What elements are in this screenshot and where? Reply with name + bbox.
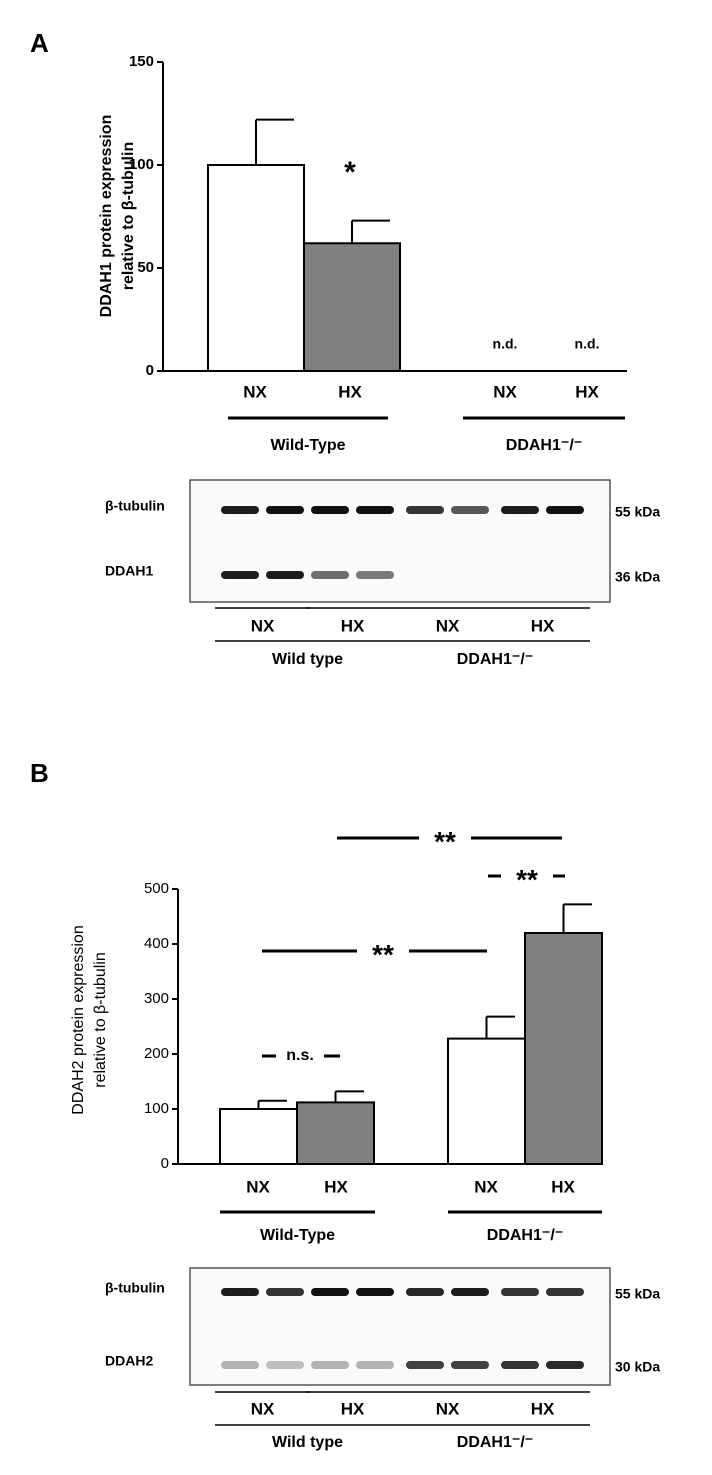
lane-group-label: Wild type (272, 1434, 343, 1451)
blot-band (266, 1361, 304, 1369)
value-label: n.d. (575, 336, 600, 352)
blot-band (356, 571, 394, 579)
y-tick-label: 300 (144, 990, 169, 1007)
blot-band (266, 506, 304, 514)
blot-row-label: DDAH1 (105, 563, 153, 579)
lane-label: NX (436, 1399, 460, 1418)
blot-band (451, 506, 489, 514)
blot-size-label: 55 kDa (615, 504, 660, 520)
lane-label: HX (531, 1399, 555, 1418)
y-axis-label: relative to β-tubulin (120, 142, 137, 290)
bar (207, 164, 305, 372)
group-label: Wild-Type (260, 1227, 335, 1244)
blot-size-label: 55 kDa (615, 1286, 660, 1302)
blot-row-label: β-tubulin (105, 1280, 165, 1296)
bar (303, 242, 401, 372)
lane-label: NX (251, 616, 275, 635)
blot-band (311, 1288, 349, 1296)
panel-letter: B (30, 758, 49, 788)
lane-label: HX (531, 616, 555, 635)
blot-row-label: β-tubulin (105, 498, 165, 514)
blot-frame (189, 1267, 611, 1386)
y-tick-label: 100 (129, 156, 154, 173)
annotation: ** (372, 939, 394, 970)
x-tick-label: NX (474, 1177, 498, 1196)
lane-group-label: Wild type (272, 651, 343, 668)
annotation: * (344, 156, 356, 189)
blot-band (221, 1361, 259, 1369)
blot-band (546, 1288, 584, 1296)
lane-group-label: DDAH1⁻/⁻ (457, 651, 533, 668)
panel-letter: A (30, 28, 49, 58)
blot-frame (189, 479, 611, 603)
y-tick-label: 400 (144, 935, 169, 952)
blot-band (546, 506, 584, 514)
x-tick-label: HX (324, 1177, 348, 1196)
x-tick-label: NX (246, 1177, 270, 1196)
bar (447, 1037, 526, 1165)
bar (296, 1101, 375, 1166)
lane-label: NX (251, 1399, 275, 1418)
blot-band (501, 1288, 539, 1296)
blot-band (221, 506, 259, 514)
blot-band (266, 571, 304, 579)
value-label: n.d. (493, 336, 518, 352)
blot-band (356, 506, 394, 514)
y-tick-label: 150 (129, 53, 154, 70)
y-tick-label: 0 (161, 1155, 169, 1172)
blot-band (546, 1361, 584, 1369)
y-axis-label: DDAH2 protein expression (70, 925, 87, 1114)
blot-band (311, 571, 349, 579)
y-tick-label: 200 (144, 1045, 169, 1062)
blot-size-label: 30 kDa (615, 1359, 660, 1375)
y-tick-label: 500 (144, 880, 169, 897)
y-tick-label: 50 (137, 259, 154, 276)
y-axis-label: DDAH1 protein expression (98, 115, 115, 318)
y-tick-label: 100 (144, 1100, 169, 1117)
x-tick-label: NX (493, 382, 517, 401)
group-label: DDAH1⁻/⁻ (506, 437, 582, 454)
blot-band (406, 1361, 444, 1369)
annotation: ** (434, 826, 456, 857)
blot-band (451, 1361, 489, 1369)
blot-band (356, 1288, 394, 1296)
group-label: DDAH1⁻/⁻ (487, 1227, 563, 1244)
y-tick-label: 0 (146, 362, 154, 379)
x-tick-label: HX (551, 1177, 575, 1196)
group-label: Wild-Type (270, 437, 345, 454)
lane-label: HX (341, 1399, 365, 1418)
bar (524, 932, 603, 1165)
blot-band (266, 1288, 304, 1296)
annotation: ** (516, 864, 538, 895)
blot-size-label: 36 kDa (615, 569, 660, 585)
x-tick-label: HX (575, 382, 599, 401)
blot-band (221, 1288, 259, 1296)
blot-row-label: DDAH2 (105, 1353, 153, 1369)
blot-band (221, 571, 259, 579)
blot-band (311, 506, 349, 514)
y-axis-label: relative to β-tubulin (92, 952, 109, 1088)
annotation: n.s. (286, 1047, 314, 1064)
blot-band (406, 506, 444, 514)
blot-band (451, 1288, 489, 1296)
bar (219, 1108, 298, 1165)
x-tick-label: HX (338, 382, 362, 401)
lane-label: NX (436, 616, 460, 635)
lane-label: HX (341, 616, 365, 635)
blot-band (356, 1361, 394, 1369)
lane-group-label: DDAH1⁻/⁻ (457, 1434, 533, 1451)
blot-band (311, 1361, 349, 1369)
blot-band (406, 1288, 444, 1296)
x-tick-label: NX (243, 382, 267, 401)
blot-band (501, 506, 539, 514)
blot-band (501, 1361, 539, 1369)
